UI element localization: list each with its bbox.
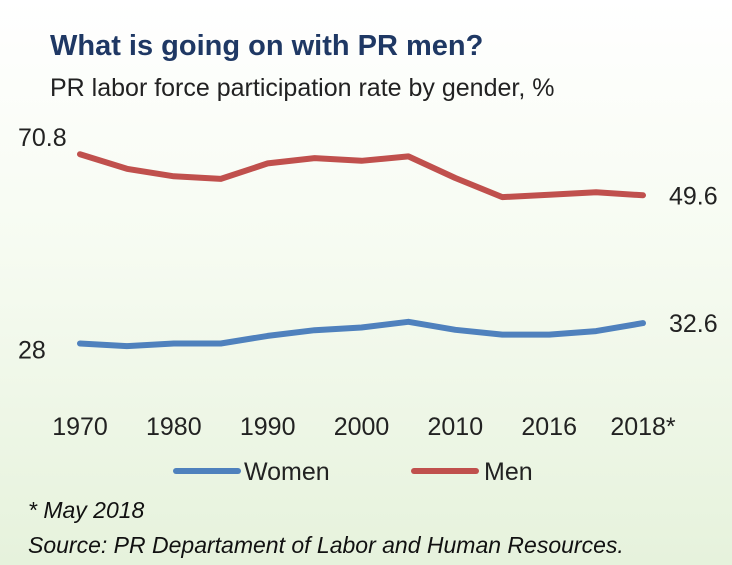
women-data-point	[642, 322, 644, 324]
men-data-point	[314, 157, 316, 159]
women-data-point	[79, 343, 81, 344]
women-data-point	[595, 330, 597, 332]
men-data-point	[501, 196, 503, 198]
men-data-point	[642, 194, 644, 196]
men-data-point	[548, 194, 550, 196]
x-tick-label: 1990	[240, 413, 296, 441]
women-data-point	[407, 321, 409, 323]
women-data-point	[548, 334, 550, 336]
x-tick-label: 2000	[334, 413, 390, 441]
women-data-point	[501, 334, 503, 336]
women-data-point	[314, 329, 316, 331]
women-data-point	[361, 327, 362, 328]
men-data-point	[361, 160, 362, 162]
women-data-point	[173, 343, 175, 344]
footnote: * May 2018	[28, 497, 145, 523]
men-data-point	[407, 155, 409, 157]
women-data-point	[220, 343, 222, 344]
women-series-line	[77, 318, 646, 350]
men-start-value-label: 70.8	[18, 124, 67, 152]
men-end-value-label: 49.6	[669, 182, 718, 210]
men-data-point	[595, 191, 597, 193]
x-tick-label: 1980	[146, 413, 202, 441]
women-end-value-label: 32.6	[669, 310, 718, 338]
legend-label-women: Women	[244, 458, 330, 486]
men-data-point	[126, 168, 128, 170]
legend-label-men: Men	[484, 458, 533, 486]
x-tick-label: 1970	[52, 413, 108, 441]
men-data-point	[454, 177, 456, 179]
women-data-point	[126, 345, 128, 347]
women-data-point	[454, 329, 456, 331]
men-data-point	[173, 175, 175, 177]
x-tick-label: 2018*	[610, 413, 676, 441]
x-tick-label: 2016	[521, 413, 577, 441]
source-note: Source: PR Departament of Labor and Huma…	[28, 532, 624, 558]
women-data-point	[267, 335, 269, 337]
x-tick-label: 2010	[427, 413, 483, 441]
women-start-value-label: 28	[18, 337, 46, 365]
men-data-point	[220, 178, 222, 180]
chart-subtitle: PR labor force participation rate by gen…	[50, 74, 555, 102]
men-data-point	[267, 162, 269, 164]
chart-title: What is going on with PR men?	[50, 30, 484, 62]
men-data-point	[79, 153, 81, 155]
